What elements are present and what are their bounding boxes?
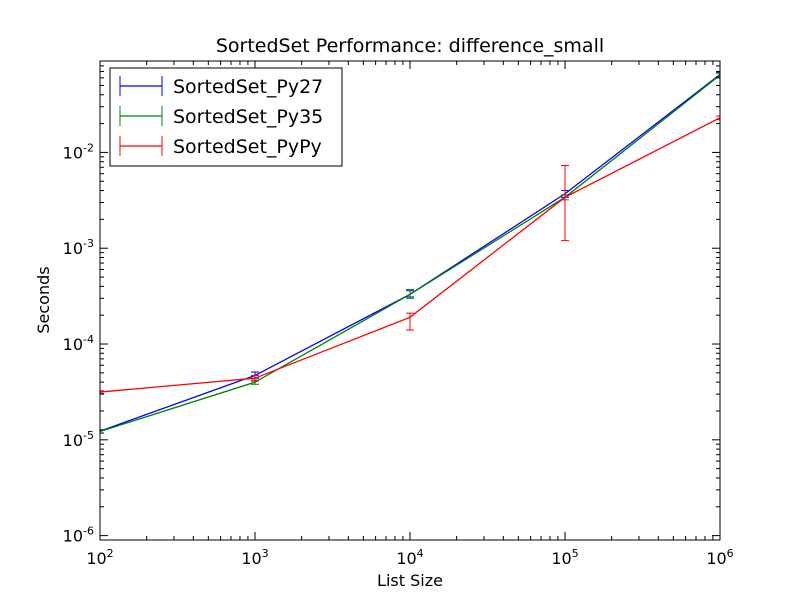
x-tick-label: 104 [396, 547, 423, 568]
legend-label: SortedSet_PyPy [173, 136, 322, 158]
legend-label: SortedSet_Py35 [173, 106, 323, 128]
legend-label: SortedSet_Py27 [173, 76, 323, 98]
y-tick-label: 10-3 [63, 237, 94, 258]
x-axis-label: List Size [377, 571, 443, 590]
y-tick-label: 10-4 [63, 333, 94, 354]
x-tick-label: 105 [551, 547, 578, 568]
legend-frame [109, 67, 343, 167]
chart-title: SortedSet Performance: difference_small [216, 35, 604, 57]
x-tick-label: 106 [706, 547, 733, 568]
y-tick-label: 10-2 [63, 141, 94, 162]
x-tick-label: 102 [86, 547, 113, 568]
series-SortedSet_PyPy [100, 115, 720, 394]
series-layer [100, 72, 720, 434]
y-tick-label: 10-5 [63, 429, 94, 450]
y-axis: 10-6 10-5 10-4 10-3 10-2 [63, 60, 720, 546]
x-tick-label: 103 [241, 547, 268, 568]
x-axis: 102 103 104 105 106 [86, 61, 734, 568]
y-axis-label: Seconds [34, 266, 53, 333]
legend: SortedSet_Py27 SortedSet_Py35 SortedSet_Py… [109, 67, 343, 167]
y-tick-label: 10-6 [63, 525, 94, 546]
